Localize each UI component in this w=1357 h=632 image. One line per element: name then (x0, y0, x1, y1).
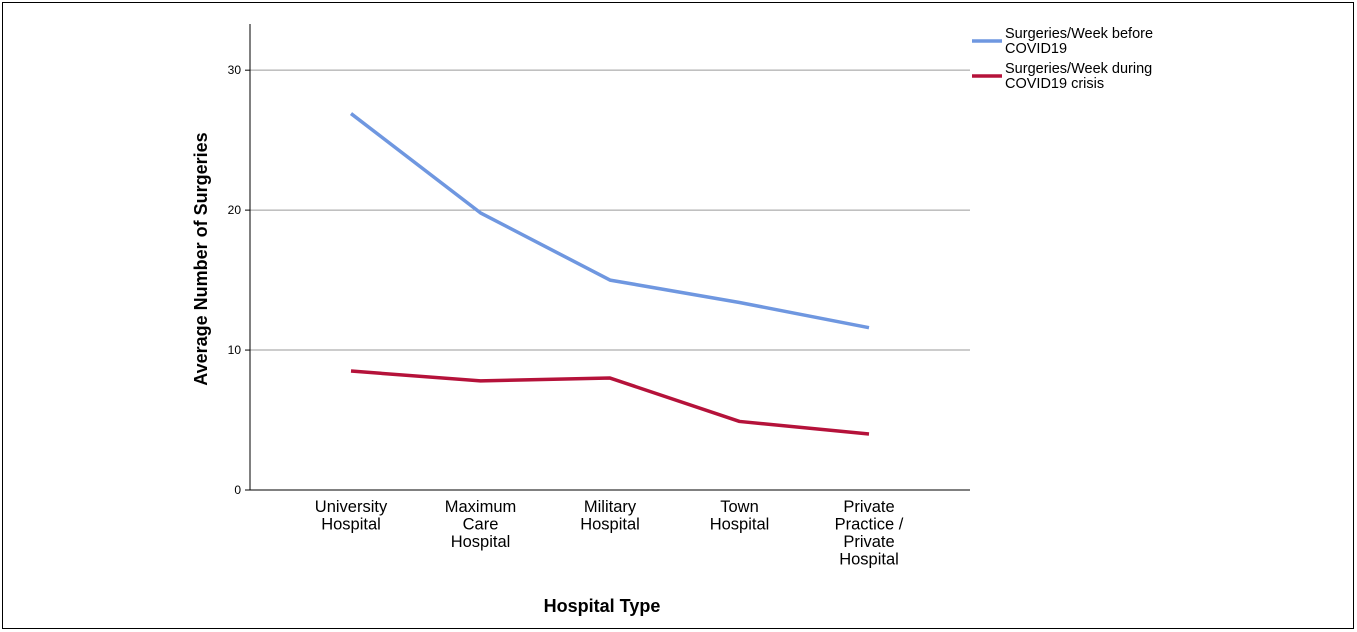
x-tick-label: Private Practice / Private Hospital (835, 498, 904, 569)
x-axis-title: Hospital Type (544, 596, 661, 616)
y-tick-label: 30 (228, 63, 242, 77)
legend-label-1: Surgeries/Week before COVID19 (1005, 26, 1153, 57)
x-tick-labels: University Hospital Maximum Care Hospital Mil… (315, 498, 904, 569)
series-lines (349, 112, 870, 436)
x-tick-label: University Hospital (315, 498, 388, 534)
gridlines (250, 69, 970, 351)
y-tick-label: 10 (228, 343, 242, 357)
series-line-2 (350, 369, 870, 436)
x-tick-label: Maximum Care Hospital (445, 498, 517, 551)
y-tick-labels: 0 10 20 30 (228, 63, 250, 497)
y-tick-label: 20 (228, 203, 242, 217)
y-axis-title: Average Number of Surgeries (191, 132, 211, 385)
series-line-1 (349, 112, 870, 330)
legend: Surgeries/Week before COVID19 Surgeries/We… (972, 26, 1153, 92)
y-tick-label: 0 (234, 483, 241, 497)
x-tick-label: Military Hospital (580, 498, 640, 534)
x-tick-label: Town Hospital (710, 498, 770, 534)
legend-label-2: Surgeries/Week during COVID19 crisis (1005, 61, 1152, 92)
